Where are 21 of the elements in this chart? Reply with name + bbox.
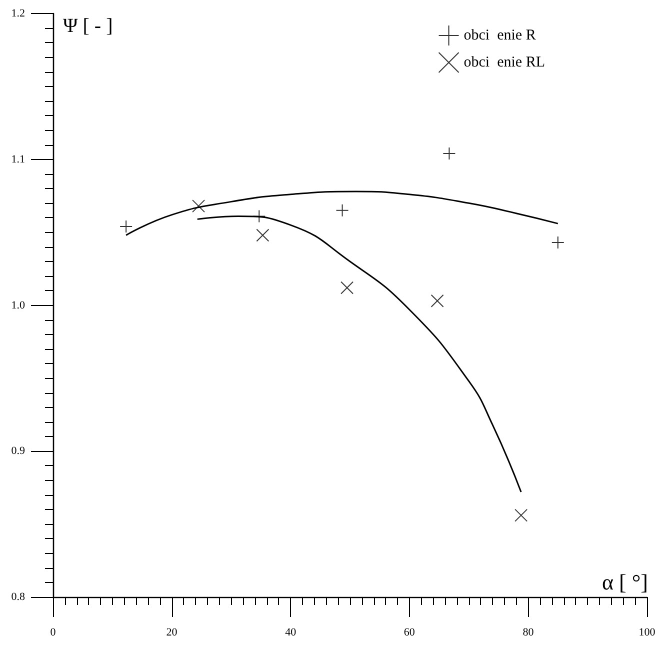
x-tick-label: 0	[50, 626, 56, 638]
point	[430, 294, 444, 308]
x-axis-title: α [ °]	[602, 570, 648, 594]
point	[336, 204, 349, 217]
x-tick-label: 60	[404, 626, 416, 638]
x-tick-label: 100	[638, 626, 656, 638]
legend-label: obci enie R	[464, 28, 536, 44]
x-tick-label: 20	[166, 626, 178, 638]
point	[256, 228, 270, 242]
y-axis-title: Ψ [ - ]	[63, 15, 113, 37]
point	[340, 281, 354, 294]
x-tick-label: 40	[285, 626, 297, 638]
point	[514, 508, 528, 522]
y-tick-label: 1.2	[11, 8, 25, 20]
y-tick-label: 0.8	[11, 591, 26, 603]
point	[192, 200, 206, 213]
x-tick-label: 80	[522, 626, 534, 638]
legend-label: obci enie RL	[464, 54, 546, 70]
y-tick-label: 0.9	[11, 445, 26, 458]
y-tick-label: 1.0	[11, 299, 26, 312]
y-tick-label: 1.1	[11, 153, 25, 166]
